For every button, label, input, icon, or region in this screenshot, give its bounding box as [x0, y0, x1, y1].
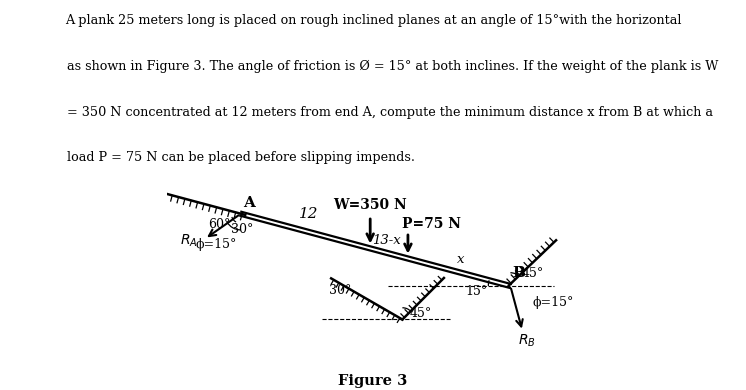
Text: ϕ=15°: ϕ=15° — [195, 238, 236, 251]
Text: 30°: 30° — [231, 223, 254, 236]
Text: A: A — [243, 196, 255, 210]
Text: B: B — [512, 266, 525, 280]
Text: 45°: 45° — [521, 267, 544, 280]
Text: as shown in Figure 3. The angle of friction is Ø = 15° at both inclines. If the : as shown in Figure 3. The angle of frict… — [67, 60, 718, 73]
Text: 30°: 30° — [329, 284, 351, 297]
Text: W=350 N: W=350 N — [333, 198, 407, 212]
Text: 15°: 15° — [466, 285, 488, 298]
Text: 45°: 45° — [410, 307, 432, 319]
Text: load P = 75 N can be placed before slipping impends.: load P = 75 N can be placed before slipp… — [67, 151, 415, 164]
Text: 60°: 60° — [208, 218, 231, 231]
Text: 12: 12 — [298, 207, 319, 221]
Text: $R_A$: $R_A$ — [180, 232, 198, 249]
Text: P=75 N: P=75 N — [402, 216, 461, 230]
Text: $R_B$: $R_B$ — [518, 333, 536, 349]
Text: x: x — [457, 253, 464, 266]
Text: A plank 25 meters long is placed on rough inclined planes at an angle of 15°with: A plank 25 meters long is placed on roug… — [65, 14, 681, 27]
Text: Figure 3: Figure 3 — [339, 374, 407, 388]
Text: ϕ=15°: ϕ=15° — [533, 296, 574, 308]
Text: 13-x: 13-x — [372, 234, 401, 247]
Text: = 350 N concentrated at 12 meters from end A, compute the minimum distance x fro: = 350 N concentrated at 12 meters from e… — [67, 106, 713, 119]
